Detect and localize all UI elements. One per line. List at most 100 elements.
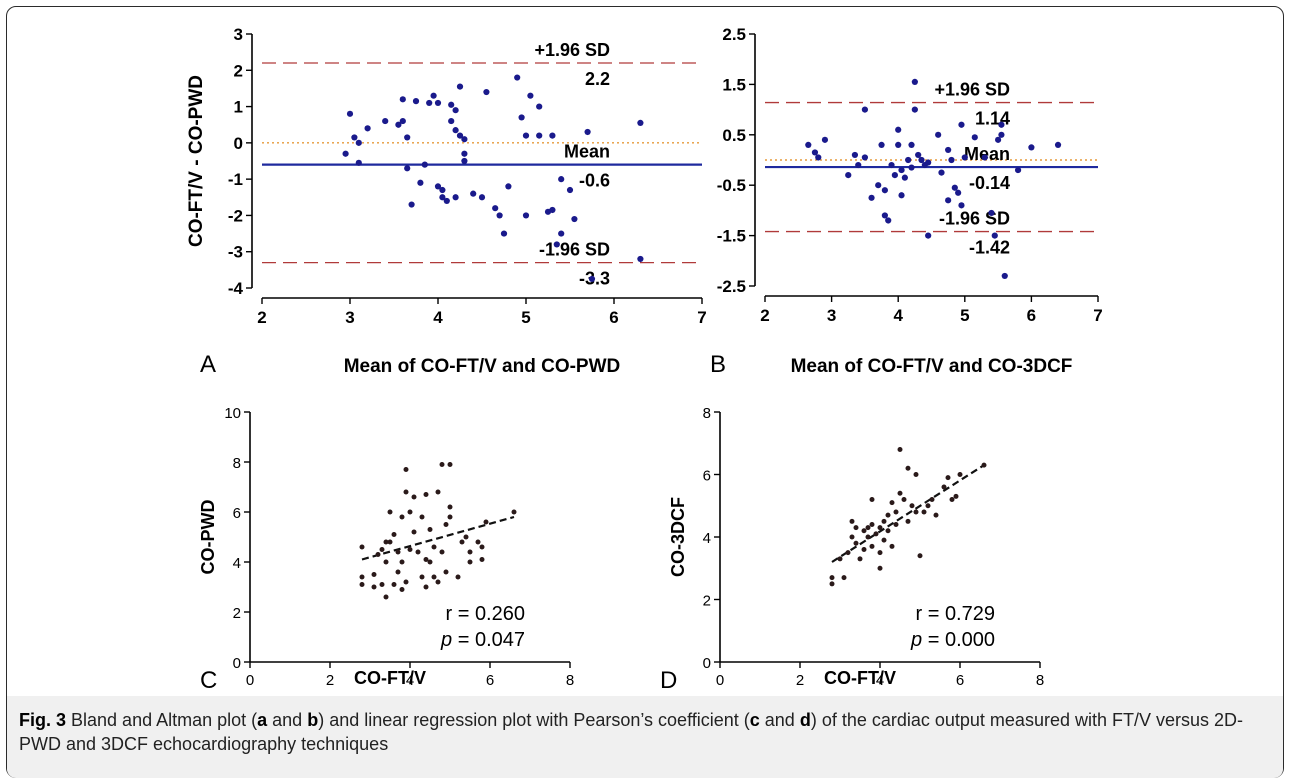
data-point bbox=[637, 255, 644, 263]
x-tick-label: 2 bbox=[257, 308, 266, 327]
data-point bbox=[805, 141, 812, 148]
data-point bbox=[881, 518, 887, 524]
y-tick-label: 4 bbox=[233, 555, 241, 572]
data-point bbox=[443, 569, 449, 575]
upper-loa-label: +1.96 SD bbox=[534, 40, 610, 60]
data-point bbox=[888, 161, 895, 169]
data-point bbox=[988, 209, 995, 217]
data-point bbox=[935, 131, 942, 138]
x-tick-label: 3 bbox=[345, 308, 354, 327]
p-value-text: = 0.000 bbox=[922, 629, 995, 651]
data-point bbox=[998, 131, 1005, 138]
data-point bbox=[459, 539, 465, 545]
data-point bbox=[958, 202, 965, 209]
data-point bbox=[861, 154, 868, 161]
data-point bbox=[399, 117, 406, 125]
x-tick-label: 4 bbox=[876, 672, 884, 689]
p-symbol: p bbox=[440, 629, 452, 651]
y-tick-label: 0 bbox=[233, 655, 241, 672]
data-point bbox=[815, 154, 822, 161]
data-point bbox=[399, 96, 406, 103]
data-point bbox=[423, 584, 429, 590]
data-point bbox=[945, 197, 952, 204]
data-point bbox=[423, 557, 429, 562]
p-value: p = 0.000 bbox=[910, 629, 995, 651]
caption-part: ) of the cardiac output measured with FT… bbox=[19, 710, 1244, 754]
x-tick-label: 6 bbox=[956, 672, 964, 689]
data-point bbox=[417, 179, 424, 186]
data-point bbox=[869, 543, 875, 549]
caption-part: b bbox=[307, 710, 319, 730]
data-point bbox=[496, 212, 503, 219]
data-point bbox=[901, 497, 907, 502]
data-point bbox=[536, 132, 543, 139]
x-tick-label: 0 bbox=[246, 672, 254, 689]
data-point bbox=[412, 98, 420, 105]
data-point bbox=[955, 189, 962, 196]
data-point bbox=[905, 518, 911, 524]
data-point bbox=[407, 547, 413, 552]
data-point bbox=[877, 565, 883, 571]
data-point bbox=[901, 174, 908, 181]
data-point bbox=[342, 150, 349, 157]
data-point bbox=[878, 141, 885, 148]
data-point bbox=[961, 154, 968, 161]
y-tick-label: 2 bbox=[703, 593, 711, 610]
data-point bbox=[455, 574, 461, 580]
data-point bbox=[435, 579, 441, 585]
p-symbol: p bbox=[910, 629, 922, 651]
data-point bbox=[588, 275, 596, 283]
y-tick-label: -2 bbox=[228, 206, 243, 225]
data-point bbox=[435, 489, 441, 495]
data-point bbox=[403, 489, 409, 495]
data-point bbox=[841, 575, 847, 581]
caption-text: Bland and Altman plot (a and b) and line… bbox=[19, 710, 1243, 754]
data-point bbox=[522, 212, 530, 219]
data-point bbox=[461, 157, 468, 165]
data-point bbox=[925, 503, 931, 509]
caption-part: c bbox=[749, 710, 760, 730]
data-point bbox=[421, 161, 428, 168]
x-tick-label: 5 bbox=[521, 308, 530, 327]
pearson-r: r = 0.729 bbox=[915, 603, 995, 625]
data-point bbox=[953, 493, 959, 499]
data-point bbox=[439, 462, 445, 467]
data-point bbox=[868, 194, 875, 201]
data-point bbox=[443, 522, 449, 527]
data-point bbox=[958, 121, 965, 128]
mean-label: Mean bbox=[564, 142, 610, 162]
data-point bbox=[945, 146, 952, 154]
data-point bbox=[359, 574, 365, 580]
y-tick-label: 4 bbox=[703, 530, 711, 547]
data-point bbox=[383, 539, 389, 545]
data-point bbox=[514, 74, 521, 81]
data-point bbox=[408, 201, 415, 208]
upper-loa-label: +1.96 SD bbox=[934, 80, 1010, 100]
data-point bbox=[853, 540, 859, 546]
data-point bbox=[518, 114, 525, 121]
data-point bbox=[395, 569, 401, 575]
y-tick-label: 0.5 bbox=[722, 126, 746, 145]
data-point bbox=[430, 92, 437, 99]
lower-loa-label: -1.96 SD bbox=[539, 240, 610, 260]
caption-part: and bbox=[759, 710, 800, 730]
data-point bbox=[911, 78, 918, 85]
data-point bbox=[452, 107, 459, 114]
x-tick-label: 6 bbox=[486, 672, 494, 689]
data-point bbox=[893, 509, 899, 515]
data-point bbox=[981, 462, 987, 468]
x-axis-title: Mean of CO-FT/V and CO-PWD bbox=[344, 356, 621, 377]
regression-line bbox=[831, 464, 985, 563]
data-point bbox=[1001, 272, 1008, 280]
x-tick-label: 8 bbox=[1036, 672, 1044, 689]
data-point bbox=[399, 559, 405, 565]
data-point bbox=[443, 197, 450, 205]
data-point bbox=[387, 539, 393, 545]
data-point bbox=[971, 134, 978, 141]
data-point bbox=[881, 212, 888, 219]
data-point bbox=[500, 230, 508, 237]
y-axis-title: CO-FT/V - CO-PWD bbox=[186, 75, 207, 247]
data-point bbox=[404, 165, 411, 172]
data-point bbox=[403, 467, 409, 472]
data-point bbox=[383, 594, 389, 600]
